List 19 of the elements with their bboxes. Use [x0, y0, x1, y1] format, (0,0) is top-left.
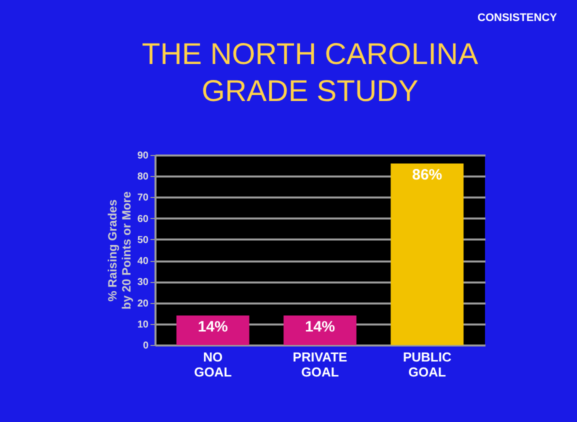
- y-tick-label: 60: [137, 214, 149, 225]
- data-label: 86%: [412, 166, 442, 184]
- text: CONSISTENCY: [478, 12, 558, 24]
- y-axis-title: % Raising Grades by 20 Points or More: [105, 191, 134, 310]
- x-tick-label: PUBLIC GOAL: [402, 350, 452, 380]
- y-tick-label: 0: [142, 340, 149, 352]
- x-tick-label: NO GOAL: [194, 350, 232, 380]
- y-tick-label: 50: [137, 234, 149, 246]
- y-tick-label: 90: [137, 150, 149, 162]
- y-tick-label: 40: [137, 256, 149, 268]
- y-tick-label: 10: [137, 319, 149, 330]
- chart-title: THE NORTH CAROLINA GRADE STUDY: [142, 38, 478, 108]
- data-label: 14%: [198, 318, 228, 336]
- x-tick-label: PRIVATE GOAL: [292, 350, 348, 380]
- y-tick-label: 70: [137, 192, 149, 204]
- y-tick-label: 80: [137, 172, 149, 183]
- y-tick-label: 20: [137, 298, 149, 310]
- data-label: 14%: [304, 318, 336, 336]
- y-tick-label: 30: [137, 277, 149, 288]
